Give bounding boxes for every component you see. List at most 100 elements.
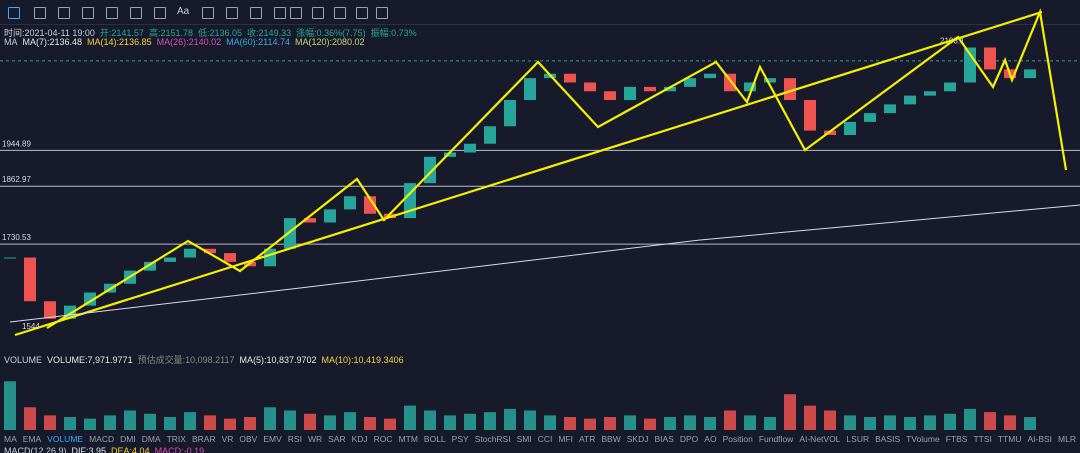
volume-bar bbox=[544, 415, 556, 430]
volume-bar bbox=[424, 410, 436, 430]
indicator-tab[interactable]: RSI bbox=[287, 434, 302, 444]
indicator-tab[interactable]: DMI bbox=[120, 434, 136, 444]
indicator-tab[interactable]: EMV bbox=[263, 434, 282, 444]
indicator-tab[interactable]: BBW bbox=[601, 434, 621, 444]
line-tool[interactable] bbox=[34, 7, 46, 19]
candle bbox=[424, 156, 436, 184]
indicator-tab[interactable]: EMA bbox=[22, 434, 42, 444]
indicator-tab[interactable]: OBV bbox=[239, 434, 258, 444]
volume-bar bbox=[304, 413, 316, 430]
volume-bar bbox=[664, 417, 676, 430]
indicator-tab[interactable]: MACD bbox=[89, 434, 115, 444]
candle bbox=[924, 91, 936, 96]
indicator-tab[interactable]: BASIS bbox=[875, 434, 901, 444]
settings-tool[interactable] bbox=[356, 7, 368, 19]
indicator-tab[interactable]: WR bbox=[307, 434, 323, 444]
indicator-tab[interactable]: CCI bbox=[537, 434, 553, 444]
indicator-tab[interactable]: SMI bbox=[516, 434, 532, 444]
volume-bar bbox=[864, 417, 876, 430]
volume-bar bbox=[904, 417, 916, 430]
volume-bar bbox=[464, 413, 476, 430]
indicator-tab[interactable]: VR bbox=[221, 434, 234, 444]
indicator-tab[interactable]: AI-NetVOL bbox=[799, 434, 841, 444]
uptrend-line bbox=[14, 10, 1043, 337]
indicator-tab[interactable]: SKDJ bbox=[626, 434, 649, 444]
indicator-tab[interactable]: DMA bbox=[141, 434, 161, 444]
indicator-tab[interactable]: Position bbox=[722, 434, 753, 444]
indicator-tab[interactable]: PSY bbox=[451, 434, 469, 444]
indicator-tab[interactable]: VOLUME bbox=[47, 434, 84, 444]
indicator-tab[interactable]: TRIX bbox=[166, 434, 186, 444]
toolbar: Aa bbox=[0, 0, 1080, 25]
legend-item: MA(26):2140.02 bbox=[156, 37, 222, 47]
candle bbox=[804, 100, 816, 131]
legend-item: VOLUME:7,971.9771 bbox=[47, 355, 133, 365]
candle bbox=[84, 292, 96, 306]
candle bbox=[364, 196, 376, 214]
pen-tool[interactable] bbox=[250, 7, 262, 19]
volume-bar bbox=[144, 413, 156, 430]
indicator-tab[interactable]: Fundflow bbox=[758, 434, 794, 444]
crosshair-tool[interactable] bbox=[8, 7, 20, 19]
candle bbox=[544, 73, 556, 79]
indicator-tab[interactable]: AI-BSI bbox=[1027, 434, 1053, 444]
indicator-tab[interactable]: TVolume bbox=[906, 434, 940, 444]
candle bbox=[124, 270, 136, 284]
indicator-tab[interactable]: BRAR bbox=[191, 434, 216, 444]
indicator-tab[interactable]: FTBS bbox=[945, 434, 968, 444]
brush-tool[interactable] bbox=[202, 7, 214, 19]
ray-tool[interactable] bbox=[58, 7, 70, 19]
high-label: 2198.1 bbox=[940, 37, 965, 46]
indicator-tab[interactable]: BIAS bbox=[654, 434, 674, 444]
indicator-tab[interactable]: MLR bbox=[1058, 434, 1076, 444]
indicator-tab[interactable]: AO bbox=[704, 434, 717, 444]
volume-bar bbox=[204, 415, 216, 430]
volume-legend: VOLUME VOLUME:7,971.9771 预估成交量:10,098.2117… bbox=[4, 353, 409, 366]
volume-bar bbox=[284, 410, 296, 430]
candle bbox=[44, 301, 56, 319]
indicator-tab[interactable]: MFI bbox=[558, 434, 573, 444]
volume-bar bbox=[104, 415, 116, 430]
volume-bar bbox=[1004, 415, 1016, 430]
candle bbox=[464, 143, 476, 153]
delete-tool[interactable] bbox=[376, 7, 388, 19]
text-tool[interactable]: Aa bbox=[177, 6, 190, 17]
candle bbox=[664, 86, 676, 92]
indicator-tab[interactable]: MTM bbox=[398, 434, 418, 444]
indicator-tab[interactable]: StochRSI bbox=[474, 434, 511, 444]
indicator-tab[interactable]: DPO bbox=[679, 434, 699, 444]
price-layer: 1944.89 1862.97 1730.53 2198.1 1544 bbox=[0, 37, 1080, 430]
volume-bar bbox=[84, 418, 96, 430]
measure-tool[interactable] bbox=[154, 7, 166, 19]
volume-bar bbox=[684, 415, 696, 430]
candle bbox=[604, 91, 616, 100]
candle bbox=[584, 82, 596, 92]
lock-tool[interactable] bbox=[312, 7, 324, 19]
magnet-tool[interactable] bbox=[274, 7, 286, 19]
amplitude: 振幅:0.73% bbox=[370, 28, 417, 38]
indicator-tab[interactable]: TTMU bbox=[997, 434, 1022, 444]
wave-tool[interactable] bbox=[130, 7, 142, 19]
rect-tool[interactable] bbox=[82, 7, 94, 19]
indicator-tab[interactable]: MA bbox=[4, 434, 17, 444]
eye-tool[interactable] bbox=[226, 7, 238, 19]
indicator-tab[interactable]: ATR bbox=[579, 434, 596, 444]
indicator-tab[interactable]: KDJ bbox=[351, 434, 368, 444]
volume-bar bbox=[884, 415, 896, 430]
indicator-tab[interactable]: TTSI bbox=[973, 434, 992, 444]
indicator-tab[interactable]: SAR bbox=[328, 434, 346, 444]
hide-tool[interactable] bbox=[334, 7, 346, 19]
fib-tool[interactable] bbox=[106, 7, 118, 19]
link-tool[interactable] bbox=[290, 7, 302, 19]
indicator-tab[interactable]: BOLL bbox=[423, 434, 446, 444]
volume-bar bbox=[984, 412, 996, 430]
indicator-tab[interactable]: LSUR bbox=[846, 434, 870, 444]
indicator-tab[interactable]: ROC bbox=[373, 434, 393, 444]
candle bbox=[904, 95, 916, 105]
volume-bar bbox=[244, 417, 256, 430]
volume-bar bbox=[484, 412, 496, 430]
candle bbox=[564, 73, 576, 83]
volume-bar bbox=[184, 412, 196, 430]
